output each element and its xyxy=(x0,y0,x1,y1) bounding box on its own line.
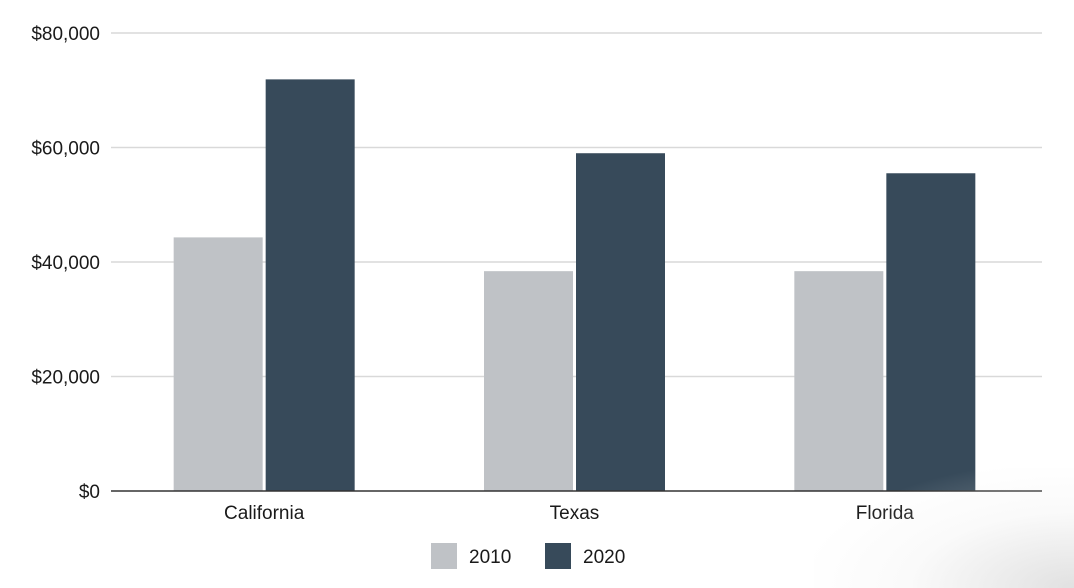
bar-2020-florida xyxy=(886,173,976,491)
bar-2020-california xyxy=(265,79,355,491)
x-axis-tick-labels: California Texas Florida xyxy=(224,503,914,524)
bar-2010-california xyxy=(173,237,263,491)
legend: 2010 2020 xyxy=(431,543,625,569)
legend-swatch-2020 xyxy=(545,543,571,569)
y-tick-label: $40,000 xyxy=(31,253,100,274)
x-tick-label: California xyxy=(224,503,305,524)
y-tick-label: $80,000 xyxy=(31,24,100,45)
bar-2010-texas xyxy=(484,271,573,491)
legend-swatch-2010 xyxy=(431,543,457,569)
x-tick-label: Florida xyxy=(856,503,915,524)
y-tick-label: $0 xyxy=(79,482,100,503)
bars xyxy=(173,79,976,491)
bar-2020-texas xyxy=(576,153,665,491)
y-tick-label: $20,000 xyxy=(31,368,100,389)
y-axis-tick-labels: $0 $20,000 $40,000 $60,000 $80,000 xyxy=(31,24,100,503)
legend-label-2010: 2010 xyxy=(469,547,511,568)
legend-label-2020: 2020 xyxy=(583,547,625,568)
bar-2010-florida xyxy=(794,271,884,491)
x-tick-label: Texas xyxy=(550,503,600,524)
y-tick-label: $60,000 xyxy=(31,139,100,160)
